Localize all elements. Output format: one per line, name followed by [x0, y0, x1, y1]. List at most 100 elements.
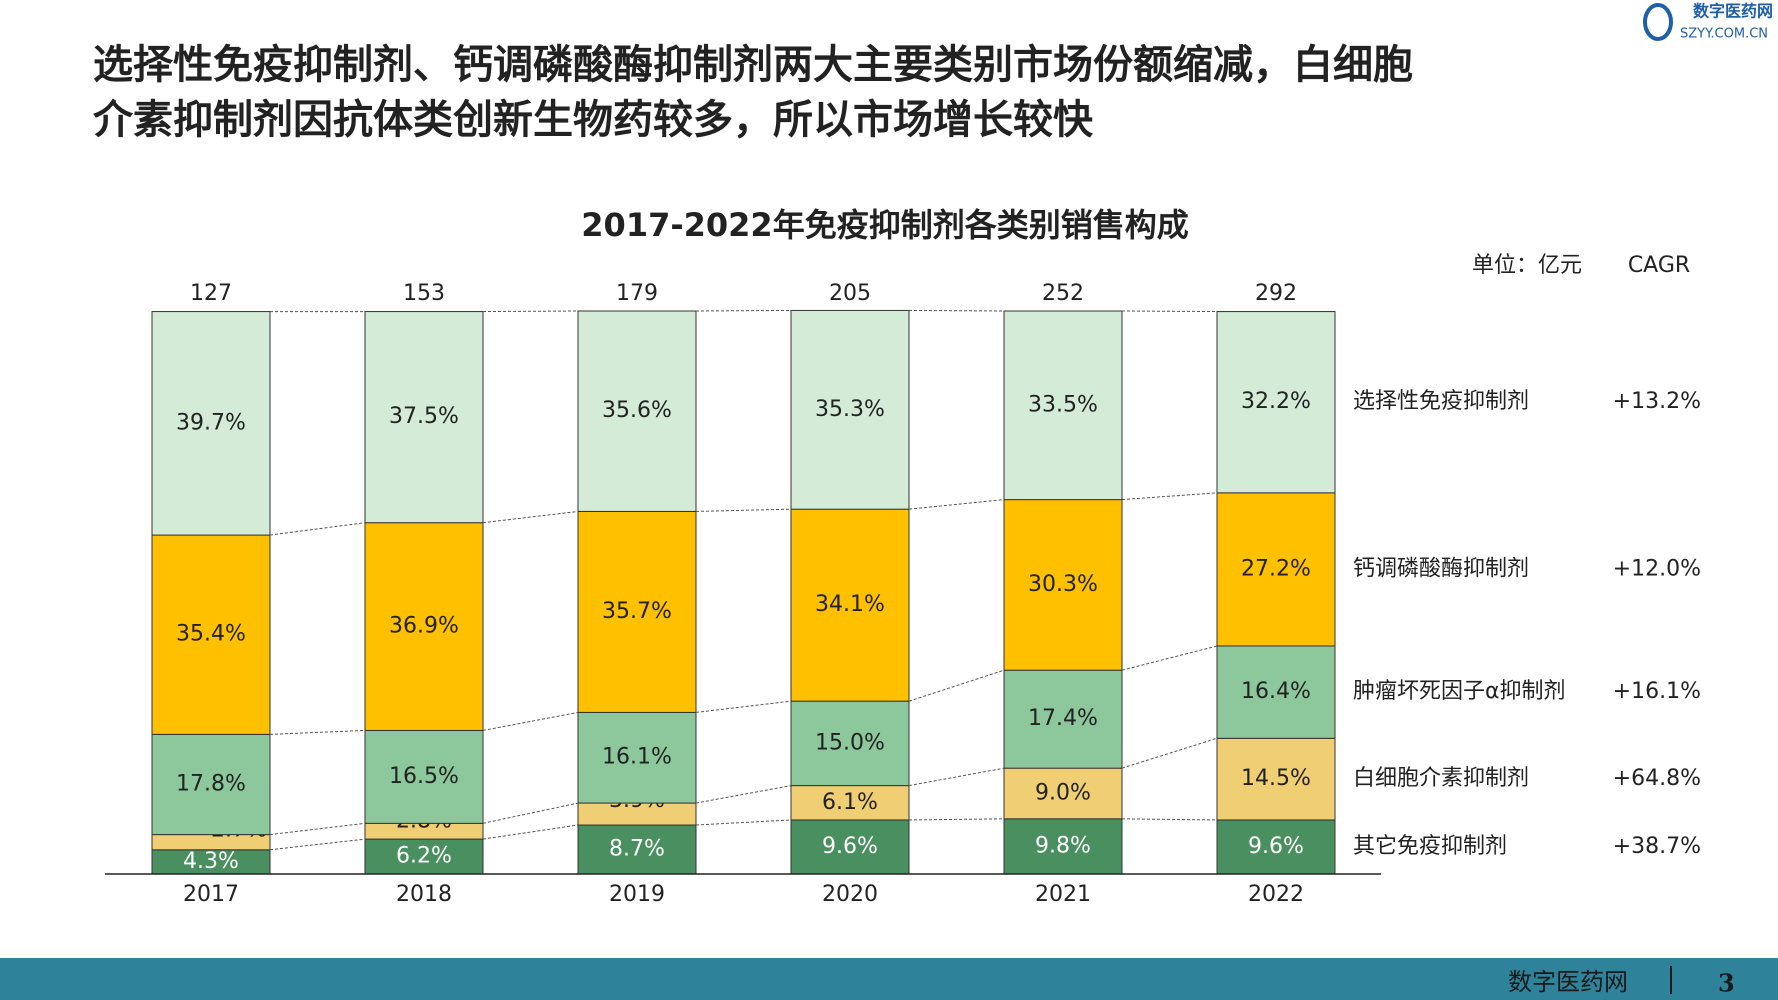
bar-segment [1216, 311, 1336, 494]
connector [482, 802, 579, 824]
total-label: 292 [1255, 281, 1297, 306]
data-label: 35.7% [602, 599, 672, 624]
data-label: 35.6% [602, 398, 672, 423]
connector [695, 819, 792, 826]
data-label: 27.2% [1241, 556, 1311, 581]
bar-segment [790, 508, 910, 702]
connector [908, 669, 1005, 702]
legend-name: 肿瘤坏死因子α抑制剂 [1353, 679, 1566, 704]
legend-cagr: +13.2% [1613, 389, 1701, 414]
cagr-header: CAGR [1628, 253, 1690, 278]
total-label: 252 [1042, 281, 1084, 306]
connector [695, 700, 792, 713]
bar-segment [1003, 818, 1123, 875]
title-line: 介素抑制剂因抗体类创新生物药较多，所以市场增长较快 [93, 97, 1094, 143]
connector [1121, 737, 1218, 769]
connector [908, 767, 1005, 787]
data-label: 16.1% [602, 745, 672, 770]
data-label: 36.9% [389, 614, 459, 639]
bar-segment [151, 311, 271, 536]
connector [269, 838, 366, 851]
chart-title: 2017-2022年免疫抑制剂各类别销售构成 [581, 206, 1188, 244]
footer-bar [0, 958, 1778, 1000]
data-label: 37.5% [389, 404, 459, 429]
page-number: 3 [1718, 969, 1735, 998]
total-label: 179 [616, 281, 658, 306]
connector [482, 310, 579, 313]
data-label: 9.6% [822, 834, 878, 859]
total-label: 153 [403, 281, 445, 306]
bar-segment [790, 309, 910, 510]
bar-segment [577, 310, 697, 512]
bar-segment [1216, 492, 1336, 647]
data-label: 16.5% [389, 764, 459, 789]
connector [695, 785, 792, 804]
bar-segment [577, 510, 697, 713]
data-label: 4.3% [183, 849, 239, 874]
bar-segment [790, 700, 910, 787]
legend-cagr: +38.7% [1613, 834, 1701, 859]
bar-segment [151, 733, 271, 836]
data-label: 9.0% [1035, 780, 1091, 805]
data-label: 9.8% [1035, 833, 1091, 858]
legend-name: 选择性免疫抑制剂 [1353, 389, 1529, 414]
logo-icon [1643, 3, 1673, 41]
total-label: 127 [190, 281, 232, 306]
bar-segment [1003, 499, 1123, 671]
x-tick-label: 2021 [1035, 882, 1091, 907]
x-tick-label: 2019 [609, 882, 665, 907]
legend-cagr: +16.1% [1613, 679, 1701, 704]
total-label: 205 [829, 281, 871, 306]
x-tick-label: 2018 [396, 882, 452, 907]
connector [908, 499, 1005, 510]
data-label: 9.6% [1248, 834, 1304, 859]
connector [1121, 492, 1218, 501]
data-label: 30.3% [1028, 572, 1098, 597]
connector [482, 824, 579, 840]
connector [269, 822, 366, 836]
bar-segment [364, 522, 484, 731]
legend-cagr: +12.0% [1613, 556, 1701, 581]
x-tick-label: 2020 [822, 882, 878, 907]
connector [482, 510, 579, 524]
x-tick-label: 2022 [1248, 882, 1304, 907]
logo-text: 数字医药网 [1693, 2, 1773, 21]
data-label: 32.2% [1241, 389, 1311, 414]
connector [269, 729, 366, 735]
legend-name: 钙调磷酸酶抑制剂 [1353, 556, 1529, 581]
legend-name: 白细胞介素抑制剂 [1353, 766, 1529, 791]
logo-url: SZYY.COM.CN [1680, 27, 1768, 42]
data-label: 39.7% [176, 410, 246, 435]
data-label: 16.4% [1241, 679, 1311, 704]
data-label: 6.1% [822, 790, 878, 815]
bar-segment [1003, 669, 1123, 769]
bar-segment [790, 819, 910, 875]
data-label: 15.0% [815, 730, 885, 755]
bar-segment [364, 311, 484, 524]
data-label: 17.4% [1028, 706, 1098, 731]
title-line: 选择性免疫抑制剂、钙调磷酸酶抑制剂两大主要类别市场份额缩减，白细胞 [93, 42, 1413, 88]
bar-segment [577, 711, 697, 804]
bar-segment [151, 849, 271, 875]
data-label: 35.3% [815, 397, 885, 422]
x-tick-label: 2017 [183, 882, 239, 907]
data-label: 35.4% [176, 622, 246, 647]
unit-label: 单位：亿元 [1472, 253, 1582, 278]
bar-segment [1003, 310, 1123, 501]
connector [1121, 818, 1218, 821]
connector [695, 309, 792, 312]
data-label: 33.5% [1028, 392, 1098, 417]
bar-segment [577, 824, 697, 875]
bar-segment [1216, 819, 1336, 875]
legend-name: 其它免疫抑制剂 [1353, 834, 1507, 859]
data-label: 8.7% [609, 837, 665, 862]
data-label: 34.1% [815, 592, 885, 617]
bar-segment [1216, 645, 1336, 739]
connector [695, 508, 792, 512]
bar-segment [790, 785, 910, 821]
bar-segment [1216, 737, 1336, 821]
connector [482, 711, 579, 731]
connector [1121, 645, 1218, 671]
connector [908, 818, 1005, 821]
